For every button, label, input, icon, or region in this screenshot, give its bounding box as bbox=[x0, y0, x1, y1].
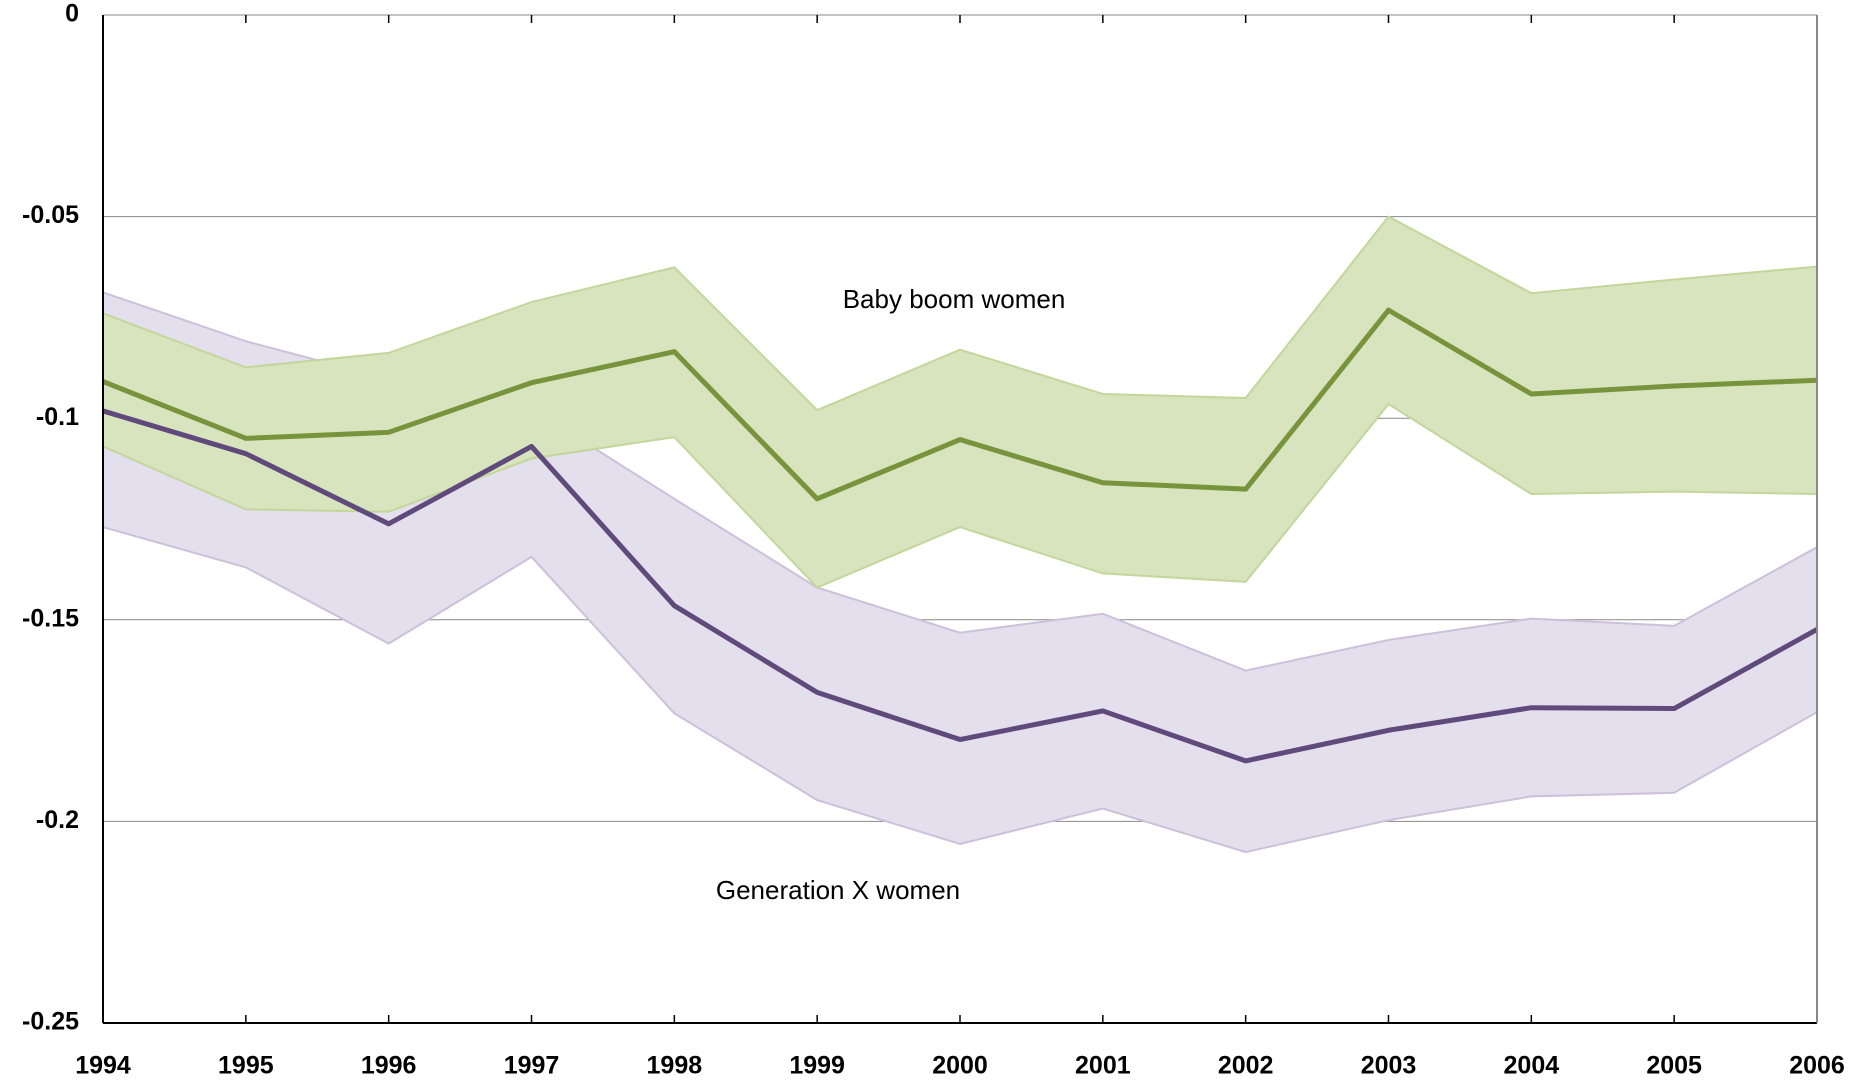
x-tick-label: 1996 bbox=[361, 1052, 417, 1080]
x-tick-label: 2003 bbox=[1361, 1052, 1417, 1080]
x-tick-label: 2000 bbox=[932, 1052, 988, 1080]
series-annotation: Generation X women bbox=[716, 875, 960, 905]
x-tick-label: 1999 bbox=[789, 1052, 845, 1080]
x-tick-label: 1998 bbox=[647, 1052, 703, 1080]
x-tick-label: 1994 bbox=[75, 1052, 131, 1080]
series-line bbox=[102, 408, 1819, 764]
x-tick-label: 2005 bbox=[1646, 1052, 1702, 1080]
y-tick-label: -0.1 bbox=[36, 403, 79, 431]
y-tick-label: -0.05 bbox=[22, 201, 79, 229]
x-tick-label: 2001 bbox=[1075, 1052, 1131, 1080]
x-tick-label: 2002 bbox=[1218, 1052, 1274, 1080]
x-tick-label: 2006 bbox=[1789, 1052, 1845, 1080]
y-tick-label: -0.15 bbox=[22, 604, 79, 632]
x-tick-label: 2004 bbox=[1504, 1052, 1560, 1080]
y-tick-label: -0.2 bbox=[36, 806, 79, 834]
series-annotation: Baby boom women bbox=[843, 284, 1066, 314]
x-tick-label: 1997 bbox=[504, 1052, 560, 1080]
x-tick-label: 1995 bbox=[218, 1052, 274, 1080]
series-line bbox=[102, 307, 1818, 502]
y-tick-label: 0 bbox=[65, 0, 79, 28]
y-tick-label: -0.25 bbox=[22, 1008, 79, 1036]
